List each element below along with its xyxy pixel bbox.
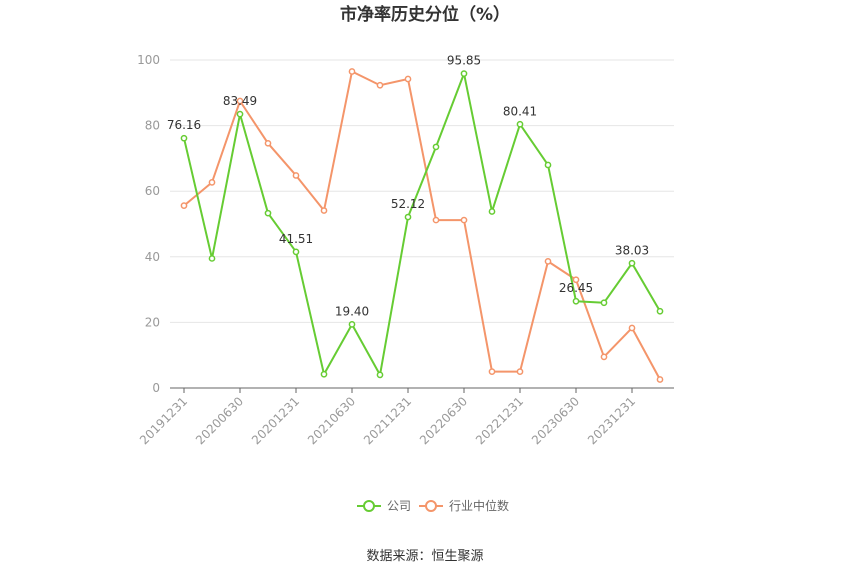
data-point[interactable]: [208, 178, 216, 186]
data-point[interactable]: [404, 213, 412, 221]
data-point[interactable]: [572, 297, 580, 305]
x-tick-label: 20200630: [193, 394, 246, 447]
y-tick-label: 40: [145, 250, 160, 264]
x-tick-label: 20230630: [529, 394, 582, 447]
data-point[interactable]: [404, 75, 412, 83]
x-axis: [170, 387, 674, 393]
data-point[interactable]: [572, 276, 580, 284]
data-point[interactable]: [264, 209, 272, 217]
x-tick-label: 20201231: [249, 394, 302, 447]
chart-title: 市净率历史分位（%）: [340, 4, 510, 25]
data-label: 76.16: [167, 118, 201, 132]
data-label: 52.12: [391, 197, 425, 211]
y-tick-label: 20: [145, 315, 160, 329]
data-point[interactable]: [348, 68, 356, 75]
x-tick-labels: 20191231 20200630 20201231 20210630 20211231…: [137, 394, 638, 447]
x-tick-label: 20211231: [361, 394, 414, 447]
data-point[interactable]: [376, 371, 384, 379]
data-point[interactable]: [460, 70, 468, 77]
legend[interactable]: 公司 行业中位数: [357, 498, 509, 513]
data-point[interactable]: [320, 207, 328, 214]
data-point[interactable]: [600, 353, 608, 361]
data-label: 95.85: [447, 54, 481, 68]
legend-item[interactable]: 公司: [357, 499, 411, 513]
data-label: 41.51: [279, 232, 313, 246]
data-point[interactable]: [544, 258, 552, 265]
data-point[interactable]: [208, 255, 216, 262]
legend-marker: [363, 500, 375, 512]
data-point[interactable]: [628, 259, 636, 267]
data-point[interactable]: [628, 324, 636, 332]
y-tick-label: 0: [152, 381, 160, 395]
x-tick-label: 20221231: [473, 394, 526, 447]
grid: [170, 59, 674, 323]
x-tick-label: 20191231: [137, 394, 190, 447]
data-point[interactable]: [320, 370, 328, 378]
y-tick-label: 60: [145, 184, 160, 198]
series-line: [183, 72, 661, 376]
y-tick-label: 100: [137, 53, 160, 67]
series-line: [183, 70, 661, 380]
data-point[interactable]: [292, 248, 300, 256]
data-point[interactable]: [432, 143, 440, 151]
data-labels: 76.16 83.49 41.51 19.40 52.12 95.85 80.41 26.45…: [167, 54, 649, 319]
data-point[interactable]: [516, 368, 524, 375]
data-point[interactable]: [180, 134, 188, 142]
data-label: 19.40: [335, 304, 369, 318]
source-note: 数据来源：恒生聚源: [366, 549, 483, 564]
data-point[interactable]: [656, 307, 664, 315]
data-point[interactable]: [376, 81, 384, 89]
data-label: 26.45: [559, 281, 593, 295]
data-point[interactable]: [544, 161, 552, 169]
data-point[interactable]: [348, 321, 356, 328]
data-label: 83.49: [223, 94, 257, 108]
data-point[interactable]: [236, 110, 244, 118]
data-point[interactable]: [460, 216, 468, 224]
y-tick-label: 80: [145, 119, 160, 133]
legend-item[interactable]: 行业中位数: [419, 498, 509, 513]
data-point[interactable]: [432, 216, 440, 224]
legend-marker: [425, 500, 437, 512]
data-point[interactable]: [488, 368, 496, 375]
y-axis: 0 20 40 60 80 100: [137, 53, 160, 395]
data-point[interactable]: [264, 139, 272, 147]
data-point[interactable]: [180, 202, 188, 209]
data-point[interactable]: [600, 299, 608, 307]
x-tick-label: 20231231: [585, 394, 638, 447]
data-point[interactable]: [516, 120, 524, 128]
x-tick-label: 20210630: [305, 394, 358, 447]
series-group: [180, 68, 664, 383]
x-tick-label: 20220630: [417, 394, 470, 447]
legend-label: 行业中位数: [449, 498, 509, 513]
data-point[interactable]: [488, 208, 496, 215]
data-point[interactable]: [236, 97, 244, 105]
data-label: 80.41: [503, 104, 537, 118]
legend-label: 公司: [387, 499, 411, 513]
data-point[interactable]: [656, 376, 664, 383]
data-label: 38.03: [615, 243, 649, 257]
data-point[interactable]: [292, 172, 300, 179]
